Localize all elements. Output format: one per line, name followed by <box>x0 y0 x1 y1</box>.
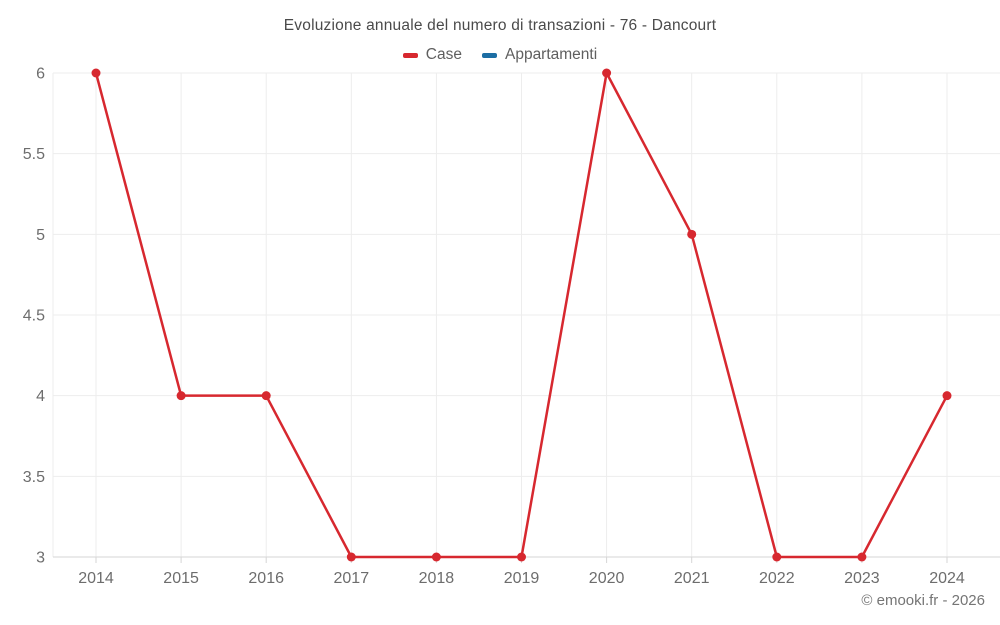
x-tick-label: 2021 <box>674 570 710 587</box>
legend-item-case[interactable]: Case <box>402 46 462 64</box>
attribution: © emooki.fr - 2026 <box>861 592 985 609</box>
data-point-case-2020 <box>602 68 612 78</box>
data-point-case-2016 <box>261 391 271 401</box>
y-tick-label: 6 <box>36 66 45 83</box>
data-point-case-2022 <box>772 552 782 562</box>
chart-title: Evoluzione annuale del numero di transaz… <box>283 17 717 34</box>
x-tick-label: 2023 <box>844 570 880 587</box>
x-tick-label: 2024 <box>929 570 965 587</box>
x-tick-label: 2014 <box>78 570 114 587</box>
data-point-case-2021 <box>687 229 697 239</box>
x-tick-label: 2017 <box>334 570 370 587</box>
x-tick-label: 2015 <box>163 570 199 587</box>
data-point-case-2014 <box>91 68 101 78</box>
case-series-swatch-icon <box>402 52 418 58</box>
y-tick-label: 3.5 <box>23 469 45 486</box>
appartamenti-series-swatch-icon <box>481 52 497 58</box>
legend-item-appartamenti[interactable]: Appartamenti <box>481 46 598 64</box>
legend: Case Appartamenti <box>0 46 1000 64</box>
x-tick-label: 2019 <box>504 570 540 587</box>
y-tick-label: 3 <box>36 550 45 567</box>
data-point-case-2018 <box>431 552 441 562</box>
x-tick-label: 2020 <box>589 570 625 587</box>
data-point-case-2017 <box>346 552 356 562</box>
data-point-case-2015 <box>176 391 186 401</box>
data-point-case-2023 <box>857 552 867 562</box>
data-point-case-2024 <box>942 391 952 401</box>
y-tick-label: 5 <box>36 227 45 244</box>
data-point-case-2019 <box>517 552 526 562</box>
legend-label-case: Case <box>425 46 462 63</box>
y-tick-label: 4.5 <box>23 308 45 325</box>
y-tick-label: 4 <box>36 388 45 405</box>
x-tick-label: 2018 <box>419 570 455 587</box>
y-tick-label: 5.5 <box>23 146 45 163</box>
legend-label-appartamenti: Appartamenti <box>504 46 598 63</box>
x-tick-label: 2022 <box>759 570 795 587</box>
x-tick-label: 2016 <box>248 570 284 587</box>
